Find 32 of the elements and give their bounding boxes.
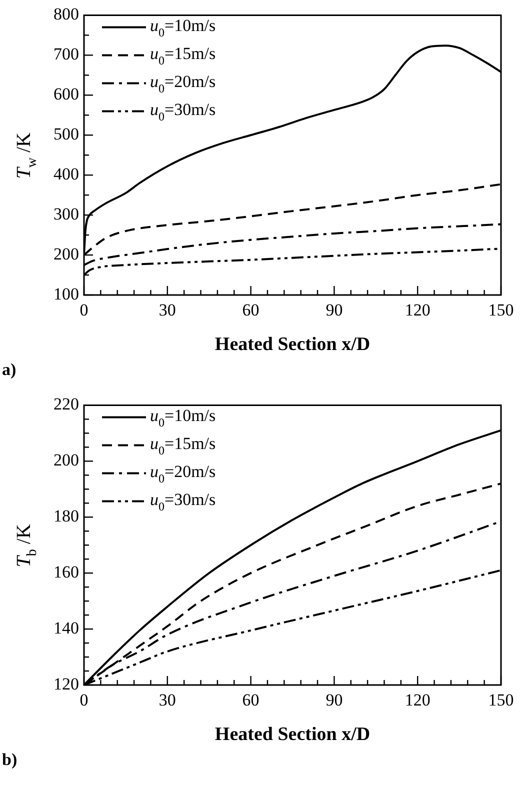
x-tick-label: 60 [242,690,260,710]
y-tick-label: 400 [54,164,79,184]
y-tick-label: 100 [54,284,79,304]
y-tick-label: 220 [54,394,79,414]
y-tick-label: 200 [54,450,79,470]
y-tick-label: 160 [54,562,79,582]
y-axis-title: Tb /K [13,524,40,568]
x-tick-label: 30 [158,300,176,320]
x-tick-label: 150 [488,300,514,320]
x-tick-label: 120 [404,300,430,320]
y-axis-title: Tw /K [13,132,40,179]
x-axis-title: Heated Section x/D [214,334,370,355]
y-tick-label: 140 [54,618,79,638]
x-tick-label: 0 [80,690,88,710]
x-tick-label: 0 [80,300,88,320]
x-tick-label: 150 [488,690,514,710]
x-tick-label: 60 [242,300,260,320]
text: a) [2,360,18,381]
y-tick-label: 300 [54,204,79,224]
text: b) [2,750,18,771]
y-tick-label: 600 [54,84,79,104]
x-tick-label: 90 [326,300,343,320]
x-tick-label: 120 [404,690,430,710]
y-tick-label: 500 [54,124,79,144]
x-tick-label: 30 [158,690,176,710]
y-tick-label: 800 [54,4,79,24]
x-tick-label: 90 [326,690,343,710]
y-tick-label: 700 [54,44,79,64]
y-tick-label: 200 [54,244,79,264]
y-tick-label: 120 [54,674,79,694]
y-tick-label: 180 [54,506,79,526]
x-axis-title: Heated Section x/D [214,724,370,745]
